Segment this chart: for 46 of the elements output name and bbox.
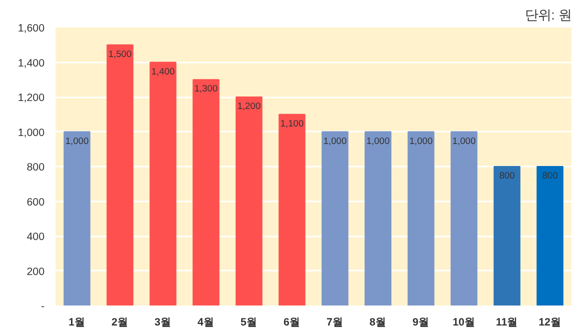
x-tick-label: 11월 [496, 316, 518, 328]
bar [322, 131, 348, 306]
data-label: 1,000 [366, 136, 390, 146]
x-tick-label: 7월 [326, 316, 344, 328]
x-tick-label: 1월 [68, 316, 86, 328]
bar [236, 96, 262, 306]
bar [364, 131, 392, 306]
x-tick-label: 8월 [370, 316, 386, 328]
x-tick-label: 5월 [240, 316, 258, 328]
data-label: 1,400 [151, 66, 175, 76]
x-tick-label: 9월 [412, 316, 430, 328]
y-tick-label: 200 [26, 266, 45, 278]
data-label: 1,100 [280, 118, 304, 128]
bar [450, 131, 478, 306]
bar [408, 131, 434, 306]
data-label: 800 [542, 170, 558, 180]
bar [278, 114, 306, 306]
data-label: 1,500 [108, 48, 132, 59]
y-tick-label: 800 [26, 162, 45, 174]
data-label: 1,000 [323, 136, 347, 146]
x-tick-label: 3월 [154, 316, 172, 328]
y-tick-label: 600 [26, 196, 45, 208]
x-tick-label: 2월 [112, 316, 128, 328]
data-label: 1,000 [65, 136, 89, 146]
y-tick-label: 1,600 [18, 22, 45, 34]
bar [192, 79, 220, 306]
bar [494, 166, 520, 306]
y-tick-label: - [40, 300, 45, 312]
x-tick-label: 12월 [538, 316, 562, 328]
y-tick-label: 1,000 [18, 126, 45, 139]
data-label: 800 [499, 170, 515, 180]
data-label: 1,000 [409, 136, 433, 146]
text: 단위: 원 [525, 8, 572, 22]
data-label: 1,000 [452, 136, 476, 146]
x-tick-label: 10월 [452, 316, 476, 328]
bar [150, 62, 176, 306]
y-tick-label: 400 [26, 231, 45, 243]
bar [64, 131, 90, 306]
data-label: 1,200 [237, 101, 261, 111]
bar [106, 44, 134, 306]
x-tick-label: 6월 [284, 316, 300, 328]
y-tick-label: 1,200 [18, 92, 45, 104]
bar [536, 166, 564, 306]
y-tick-label: 1,400 [18, 57, 45, 70]
x-tick-label: 4월 [198, 316, 214, 328]
data-label: 1,300 [194, 84, 218, 94]
